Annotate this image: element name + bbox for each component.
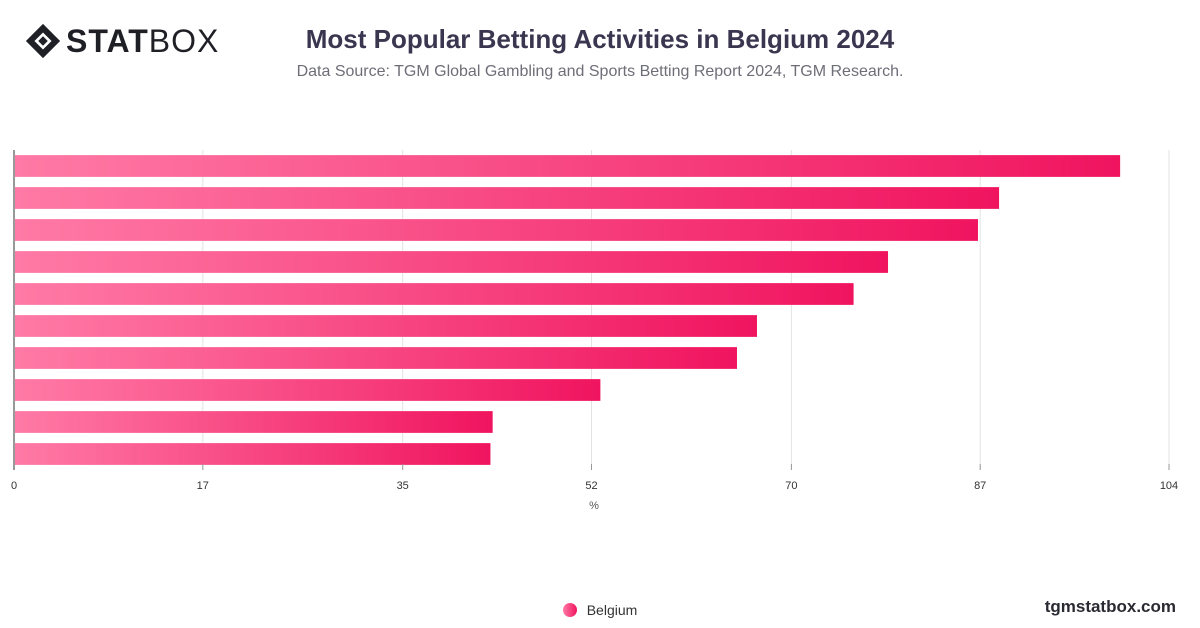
bar-5[interactable] (15, 283, 854, 305)
bar-9[interactable] (15, 411, 493, 433)
legend-label-belgium: Belgium (586, 602, 638, 618)
x-tick-label: 0 (11, 480, 17, 492)
bar-2[interactable] (15, 187, 1000, 209)
x-tick-label: 17 (197, 480, 209, 492)
x-tick-label: 70 (785, 480, 797, 492)
statbox-logo: STATBOX (24, 22, 219, 60)
chart-subtitle: Data Source: TGM Global Gambling and Spo… (296, 63, 904, 80)
logo-text-bold: STAT (66, 23, 149, 59)
bar-10[interactable] (15, 443, 491, 465)
logo-wordmark: STATBOX (66, 25, 219, 57)
bar-3[interactable] (15, 219, 978, 241)
x-tick-label: 52 (585, 480, 597, 492)
bar-6[interactable] (15, 315, 757, 337)
chart-title: Most Popular Betting Activities in Belgi… (305, 24, 895, 54)
statbox-diamond-icon (25, 23, 61, 59)
x-axis-label: % (589, 500, 599, 512)
bar-8[interactable] (15, 379, 601, 401)
x-tick-label: 35 (397, 480, 409, 492)
logo-text-light: BOX (148, 23, 220, 59)
site-url: tgmstatbox.com (1044, 597, 1176, 616)
legend: Belgium (0, 602, 1200, 618)
bars (15, 155, 1121, 465)
bar-1[interactable] (15, 155, 1121, 177)
legend-swatch (562, 603, 577, 617)
bar-4[interactable] (15, 251, 889, 273)
bar-7[interactable] (15, 347, 737, 369)
x-tick-label: 87 (974, 480, 986, 492)
x-tick-label: 104 (1160, 480, 1178, 492)
x-axis-ticks: 0 17 35 52 70 87 104 (11, 464, 1178, 492)
